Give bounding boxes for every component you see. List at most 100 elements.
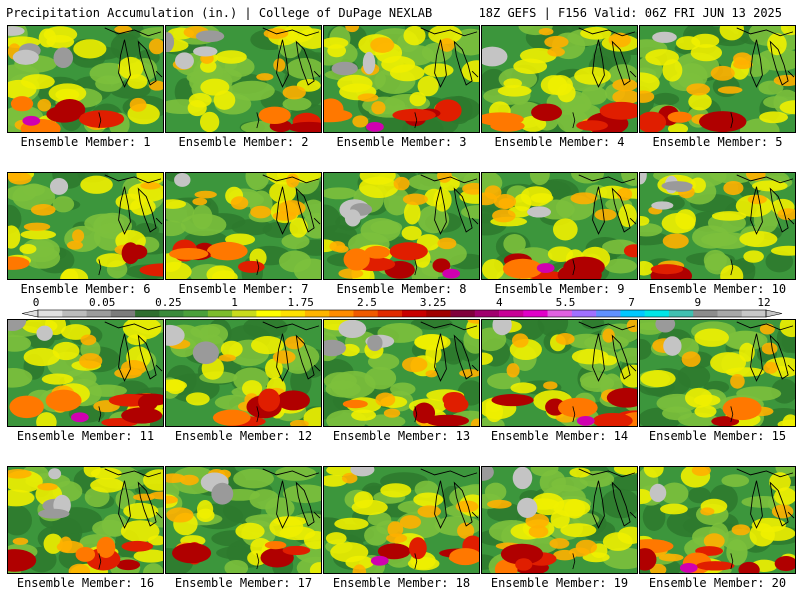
colorbar-swatch	[159, 310, 184, 317]
ensemble-member-map	[323, 466, 480, 574]
colorbar-swatch	[571, 310, 597, 317]
great-lakes-outline	[420, 27, 479, 88]
ensemble-member-label: Ensemble Member: 17	[174, 576, 313, 590]
colorbar-swatch	[38, 310, 63, 317]
ensemble-member-map	[165, 319, 322, 427]
colorbar-swatch	[135, 310, 160, 317]
colorbar-swatch	[377, 310, 403, 317]
colorbar-swatch	[86, 310, 112, 317]
colorbar-tick-label: 0	[33, 296, 40, 309]
colorbar-swatch	[693, 310, 718, 317]
great-lakes-outline	[262, 27, 321, 88]
ensemble-member-map	[7, 319, 164, 427]
ensemble-member-label: Ensemble Member: 4	[494, 135, 625, 149]
ensemble-member-label: Ensemble Member: 1	[20, 135, 151, 149]
colorbar-swatch	[232, 310, 257, 317]
colorbar-swatch	[183, 310, 209, 317]
colorbar-swatch	[450, 310, 476, 317]
colorbar-swatch	[280, 310, 306, 317]
colorbar-left-arrow	[21, 309, 39, 318]
great-lakes-outline	[578, 174, 637, 235]
colorbar-swatch	[547, 310, 573, 317]
colorbar-tick-label: 7	[628, 296, 635, 309]
ensemble-member-map	[481, 319, 638, 427]
colorbar-tick-label: 0.25	[155, 296, 182, 309]
ensemble-member-label: Ensemble Member: 9	[494, 282, 625, 296]
colorbar-swatch	[353, 310, 379, 317]
ensemble-member-label: Ensemble Member: 10	[648, 282, 787, 296]
ensemble-member-label: Ensemble Member: 12	[174, 429, 313, 443]
ensemble-member-label: Ensemble Member: 3	[336, 135, 467, 149]
ensemble-member-map	[165, 25, 322, 133]
ensemble-member-map	[7, 466, 164, 574]
colorbar-swatch	[499, 310, 524, 317]
great-lakes-outline	[420, 321, 479, 382]
great-lakes-outline	[262, 174, 321, 235]
ensemble-member-map	[323, 172, 480, 280]
ensemble-member-label: Ensemble Member: 16	[16, 576, 155, 590]
great-lakes-outline	[104, 174, 163, 235]
ensemble-member-label: Ensemble Member: 2	[178, 135, 309, 149]
colorbar-swatch	[717, 310, 743, 317]
ensemble-member-label: Ensemble Member: 15	[648, 429, 787, 443]
colorbar-swatch	[110, 310, 136, 317]
colorbar-swatch	[668, 310, 694, 317]
great-lakes-outline	[578, 321, 637, 382]
colorbar-tick-label: 9	[694, 296, 701, 309]
colorbar-swatch	[644, 310, 670, 317]
ensemble-member-label: Ensemble Member: 6	[20, 282, 151, 296]
ensemble-member-map	[7, 25, 164, 133]
colorbar-swatch	[207, 310, 233, 317]
ensemble-member-map	[481, 172, 638, 280]
ensemble-member-map	[481, 466, 638, 574]
colorbar-tick-label: 1	[231, 296, 238, 309]
great-lakes-outline	[420, 468, 479, 529]
ensemble-member-map	[323, 25, 480, 133]
ensemble-member-map	[165, 172, 322, 280]
colorbar-swatch	[62, 310, 87, 317]
colorbar-right-arrow	[765, 309, 783, 318]
map-title: Precipitation Accumulation (in.) | Colle…	[6, 6, 433, 20]
ensemble-member-map	[7, 172, 164, 280]
run-info: 18Z GEFS | F156 Valid: 06Z FRI JUN 13 20…	[478, 6, 782, 20]
great-lakes-outline	[578, 468, 637, 529]
great-lakes-outline	[578, 27, 637, 88]
ensemble-member-map	[481, 25, 638, 133]
ensemble-member-label: Ensemble Member: 19	[490, 576, 629, 590]
great-lakes-outline	[262, 321, 321, 382]
colorbar-swatch	[474, 310, 500, 317]
colorbar-swatch	[426, 310, 451, 317]
colorbar-swatch	[523, 310, 548, 317]
great-lakes-outline	[736, 321, 795, 382]
great-lakes-outline	[736, 174, 795, 235]
great-lakes-outline	[736, 27, 795, 88]
ensemble-member-label: Ensemble Member: 13	[332, 429, 471, 443]
colorbar-swatch	[256, 310, 281, 317]
precipitation-colorbar: 0 0.05 0.25 1 1.75 2.5 3.25 4 5.5 7 9 12	[21, 296, 783, 318]
ensemble-member-map	[165, 466, 322, 574]
great-lakes-outline	[262, 468, 321, 529]
ensemble-member-label: Ensemble Member: 20	[648, 576, 787, 590]
ensemble-member-map	[639, 319, 796, 427]
ensemble-member-label: Ensemble Member: 18	[332, 576, 471, 590]
colorbar-swatch	[596, 310, 621, 317]
ensemble-member-map	[639, 466, 796, 574]
colorbar-tick-label: 4	[496, 296, 503, 309]
great-lakes-outline	[104, 468, 163, 529]
colorbar-tick-label: 3.25	[420, 296, 447, 309]
great-lakes-outline	[420, 174, 479, 235]
ensemble-member-map	[639, 25, 796, 133]
ensemble-member-map	[639, 172, 796, 280]
colorbar-swatch	[741, 310, 767, 317]
colorbar-swatch	[402, 310, 427, 317]
ensemble-member-map	[323, 319, 480, 427]
colorbar-tick-label: 12	[757, 296, 770, 309]
colorbar-swatch	[329, 310, 354, 317]
colorbar-tick-label: 2.5	[357, 296, 377, 309]
ensemble-member-label: Ensemble Member: 14	[490, 429, 629, 443]
colorbar-swatch	[620, 310, 645, 317]
colorbar-tick-label: 5.5	[556, 296, 576, 309]
ensemble-member-label: Ensemble Member: 11	[16, 429, 155, 443]
ensemble-member-label: Ensemble Member: 7	[178, 282, 309, 296]
colorbar-swatch	[304, 310, 330, 317]
